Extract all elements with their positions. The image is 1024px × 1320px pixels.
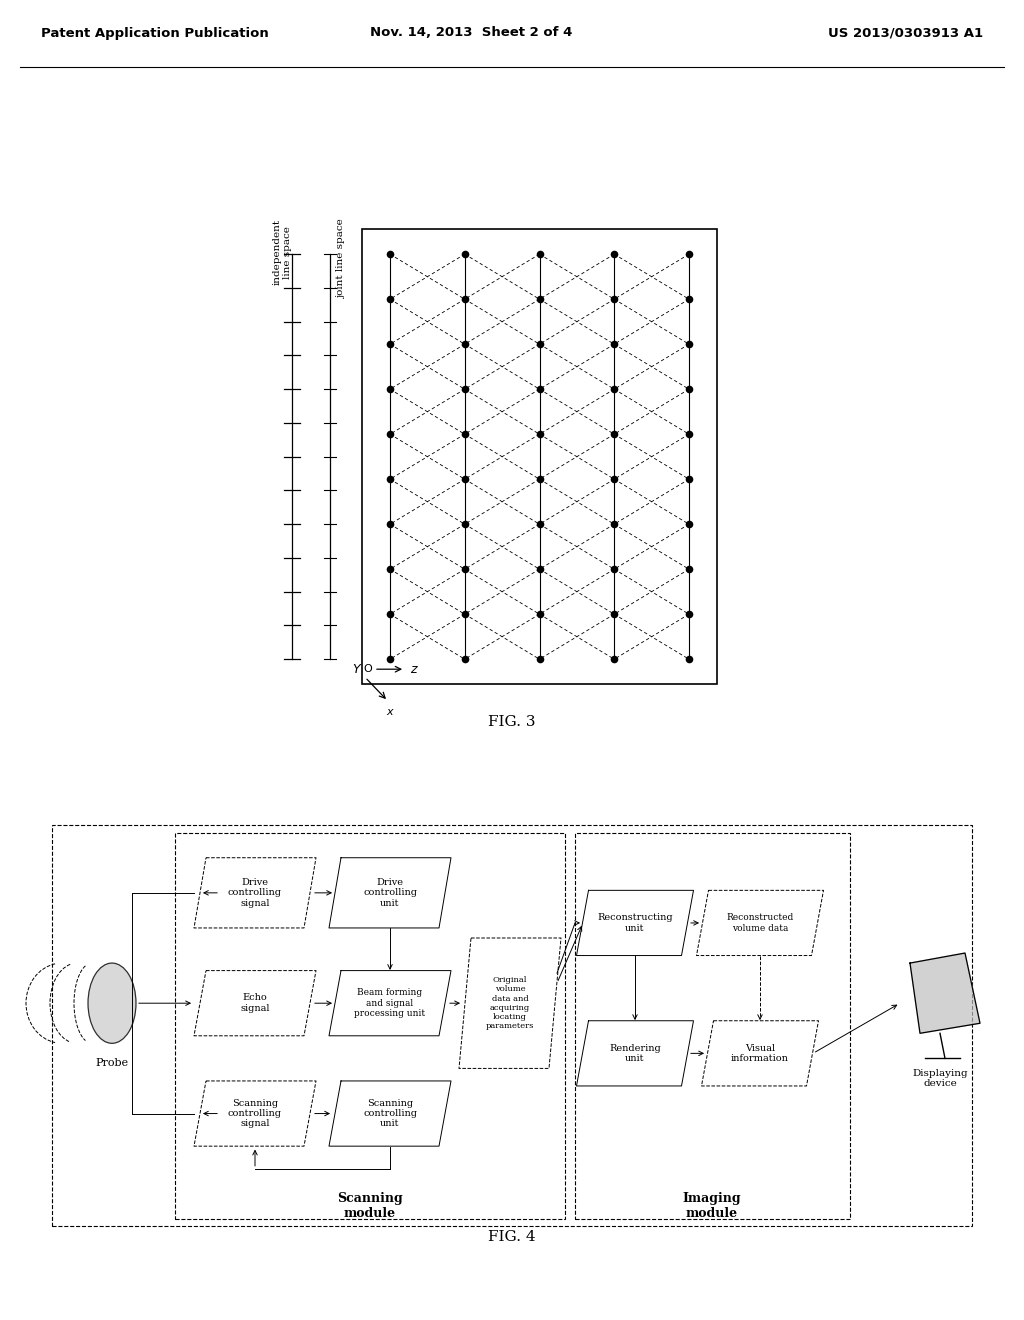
Text: Scanning
controlling
signal: Scanning controlling signal xyxy=(228,1098,282,1129)
Bar xyxy=(52,825,972,1226)
Text: Patent Application Publication: Patent Application Publication xyxy=(41,26,268,40)
Bar xyxy=(362,230,717,684)
Text: Reconstructed
volume data: Reconstructed volume data xyxy=(726,913,794,933)
Text: Scanning
controlling
unit: Scanning controlling unit xyxy=(362,1098,417,1129)
Text: Beam forming
and signal
processing unit: Beam forming and signal processing unit xyxy=(354,989,426,1018)
Text: Drive
controlling
unit: Drive controlling unit xyxy=(362,878,417,908)
Text: Visual
information: Visual information xyxy=(731,1044,788,1063)
Text: Probe: Probe xyxy=(95,1059,129,1068)
Text: Y: Y xyxy=(352,663,360,676)
Text: FIG. 4: FIG. 4 xyxy=(488,1230,536,1243)
Text: Reconstructing
unit: Reconstructing unit xyxy=(597,913,673,933)
Text: Imaging
module: Imaging module xyxy=(683,1192,741,1220)
Text: joint line space: joint line space xyxy=(338,219,346,298)
Text: FIG. 3: FIG. 3 xyxy=(488,715,536,729)
Text: Nov. 14, 2013  Sheet 2 of 4: Nov. 14, 2013 Sheet 2 of 4 xyxy=(370,26,572,40)
Text: Scanning
module: Scanning module xyxy=(337,1192,402,1220)
Polygon shape xyxy=(910,953,980,1034)
Ellipse shape xyxy=(88,964,136,1043)
Bar xyxy=(175,833,565,1218)
Text: independent
line space: independent line space xyxy=(272,219,292,285)
Text: Rendering
unit: Rendering unit xyxy=(609,1044,660,1063)
Text: Drive
controlling
signal: Drive controlling signal xyxy=(228,878,282,908)
Text: z: z xyxy=(410,663,417,676)
Text: x: x xyxy=(387,708,393,717)
Text: Echo
signal: Echo signal xyxy=(241,994,269,1012)
Text: Displaying
device: Displaying device xyxy=(912,1069,968,1088)
Text: O: O xyxy=(364,664,373,675)
Text: Original
volume
data and
acquiring
locating
parameters: Original volume data and acquiring locat… xyxy=(485,977,535,1030)
Text: US 2013/0303913 A1: US 2013/0303913 A1 xyxy=(828,26,983,40)
Bar xyxy=(575,833,850,1218)
